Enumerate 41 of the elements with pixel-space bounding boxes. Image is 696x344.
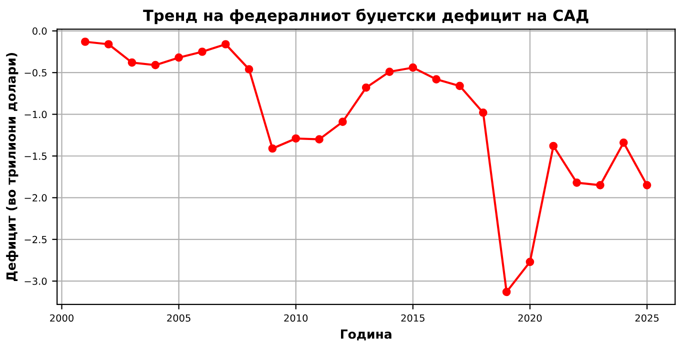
- point: [338, 118, 347, 126]
- point: [221, 40, 230, 48]
- y-tick-label: −0.5: [24, 69, 46, 76]
- point: [174, 53, 183, 62]
- point: [198, 48, 206, 56]
- point: [268, 144, 277, 153]
- point: [572, 178, 581, 187]
- point: [292, 134, 300, 143]
- y-tick-label: −2.5: [24, 236, 46, 244]
- x-tick-label: 2020: [518, 314, 542, 322]
- point: [244, 65, 254, 74]
- y-tick-label: −1.0: [24, 110, 47, 118]
- y-axis-title: Дефицит (во трилиони долари): [6, 52, 18, 282]
- x-tick-label: 2010: [284, 314, 308, 322]
- point: [315, 135, 324, 144]
- point: [478, 108, 488, 117]
- x-tick-label: 2000: [50, 314, 74, 322]
- x-tick-label: 2005: [167, 314, 190, 322]
- point: [362, 83, 370, 92]
- point: [151, 60, 160, 70]
- point: [128, 58, 136, 67]
- point: [432, 75, 440, 84]
- point: [526, 258, 534, 266]
- point: [385, 68, 394, 76]
- point: [549, 142, 558, 150]
- point: [596, 181, 604, 190]
- point: [642, 181, 652, 190]
- x-tick-label: 2025: [635, 314, 659, 322]
- point: [619, 138, 628, 147]
- y-tick-label: −2.0: [24, 194, 47, 202]
- x-axis-title: Година: [341, 330, 392, 340]
- point: [502, 288, 511, 296]
- y-tick-label: 0.0: [32, 27, 47, 35]
- point: [81, 38, 90, 46]
- y-tick-label: −1.5: [24, 152, 46, 160]
- y-tick-label: −3.0: [24, 278, 47, 285]
- x-tick-label: 2015: [401, 314, 424, 322]
- point: [104, 40, 113, 48]
- point: [408, 63, 418, 72]
- point: [456, 82, 464, 90]
- chart-title: Тренд на федералниот буџетски дефицит на САД: [143, 8, 588, 24]
